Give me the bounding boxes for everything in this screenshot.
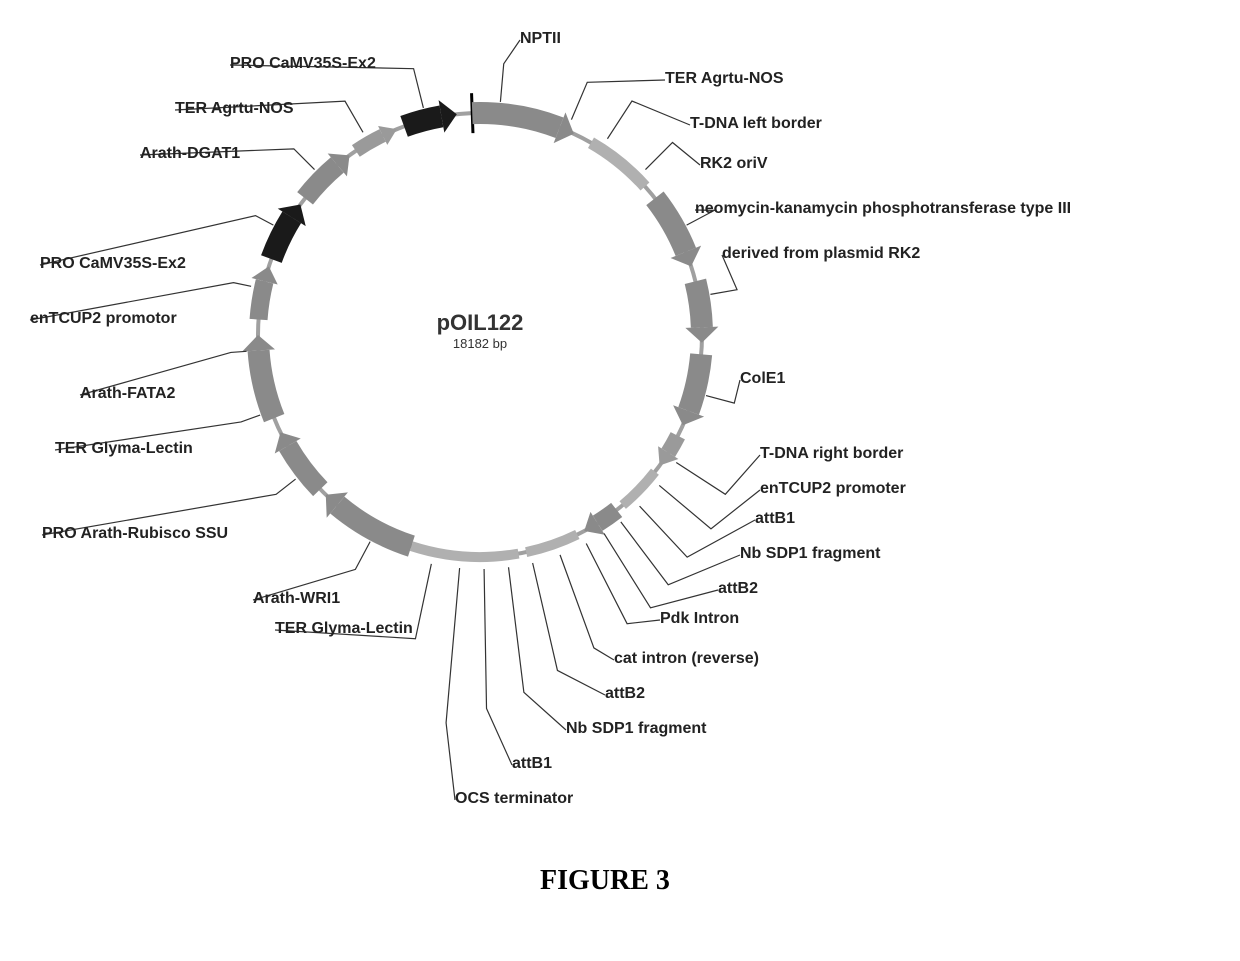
arc-segment	[271, 217, 291, 259]
arc-arrowhead	[685, 327, 718, 343]
arc-segment	[337, 505, 411, 546]
arc-segment	[411, 546, 518, 557]
arc-segment	[655, 198, 686, 252]
feature-label: OCS terminator	[455, 790, 573, 808]
feature-label: derived from plasmid RK2	[722, 245, 920, 263]
arc-segment	[689, 354, 702, 411]
arc-segment	[259, 350, 275, 418]
leader-line	[640, 506, 755, 557]
arc-segment	[259, 281, 265, 319]
leader-line	[446, 568, 460, 800]
leader-line	[706, 380, 740, 403]
leader-line	[659, 485, 760, 528]
plasmid-center: pOIL122 18182 bp	[420, 310, 540, 351]
leader-line	[509, 567, 566, 730]
feature-label: enTCUP2 promotor	[30, 310, 177, 328]
feature-label: cat intron (reverse)	[614, 650, 759, 668]
feature-label: TER Glyma-Lectin	[275, 620, 413, 638]
arc-segment	[472, 113, 559, 128]
leader-line	[560, 555, 614, 660]
plasmid-size: 18182 bp	[420, 336, 540, 351]
leader-line	[621, 522, 740, 585]
feature-label: attB1	[512, 755, 552, 773]
arc-segment	[598, 510, 617, 523]
arc-segment	[695, 281, 701, 327]
feature-label: PRO Arath-Rubisco SSU	[42, 525, 228, 543]
feature-label: PRO CaMV35S-Ex2	[40, 255, 186, 273]
leader-line	[607, 101, 690, 139]
leader-line	[571, 80, 665, 120]
arc-segment	[668, 436, 678, 453]
feature-label: TER Glyma-Lectin	[55, 440, 193, 458]
arc-segment	[288, 446, 321, 489]
leader-line	[676, 455, 760, 494]
leader-line	[533, 563, 605, 695]
feature-label: ColE1	[740, 370, 785, 388]
feature-label: Nb SDP1 fragment	[566, 720, 706, 738]
arc-segment	[591, 143, 645, 187]
feature-label: attB2	[718, 580, 758, 598]
plasmid-map: pOIL122 18182 bp NPTII TER Agrtu-NOS T-DNA…	[0, 0, 1240, 961]
feature-label: Arath-FATA2	[80, 385, 175, 403]
feature-label: attB1	[755, 510, 795, 528]
leader-line	[484, 569, 512, 765]
feature-label: TER Agrtu-NOS	[175, 100, 294, 118]
feature-label: T-DNA left border	[690, 115, 822, 133]
feature-label: Arath-DGAT1	[140, 145, 240, 163]
feature-label: Arath-WRI1	[253, 590, 340, 608]
leader-line	[586, 543, 660, 623]
feature-label: T-DNA right border	[760, 445, 903, 463]
leader-line	[500, 40, 520, 102]
feature-label: enTCUP2 promoter	[760, 480, 906, 498]
arc-segment	[526, 535, 577, 553]
leader-line	[645, 142, 700, 169]
figure-caption: FIGURE 3	[540, 865, 670, 897]
plasmid-name: pOIL122	[420, 310, 540, 336]
feature-label: TER Agrtu-NOS	[665, 70, 784, 88]
feature-label: neomycin-kanamycin phosphotransferase ty…	[695, 200, 1071, 218]
arc-segment	[305, 165, 337, 198]
arc-segment	[623, 472, 655, 505]
arc-segment	[356, 135, 383, 150]
arc-segment	[404, 116, 441, 126]
feature-label: attB2	[605, 685, 645, 703]
feature-label: Nb SDP1 fragment	[740, 545, 880, 563]
feature-label: RK2 oriV	[700, 155, 768, 173]
arc-arrowhead	[242, 335, 275, 352]
feature-label: Pdk Intron	[660, 610, 739, 628]
feature-label: NPTII	[520, 30, 561, 48]
feature-label: PRO CaMV35S-Ex2	[230, 55, 376, 73]
